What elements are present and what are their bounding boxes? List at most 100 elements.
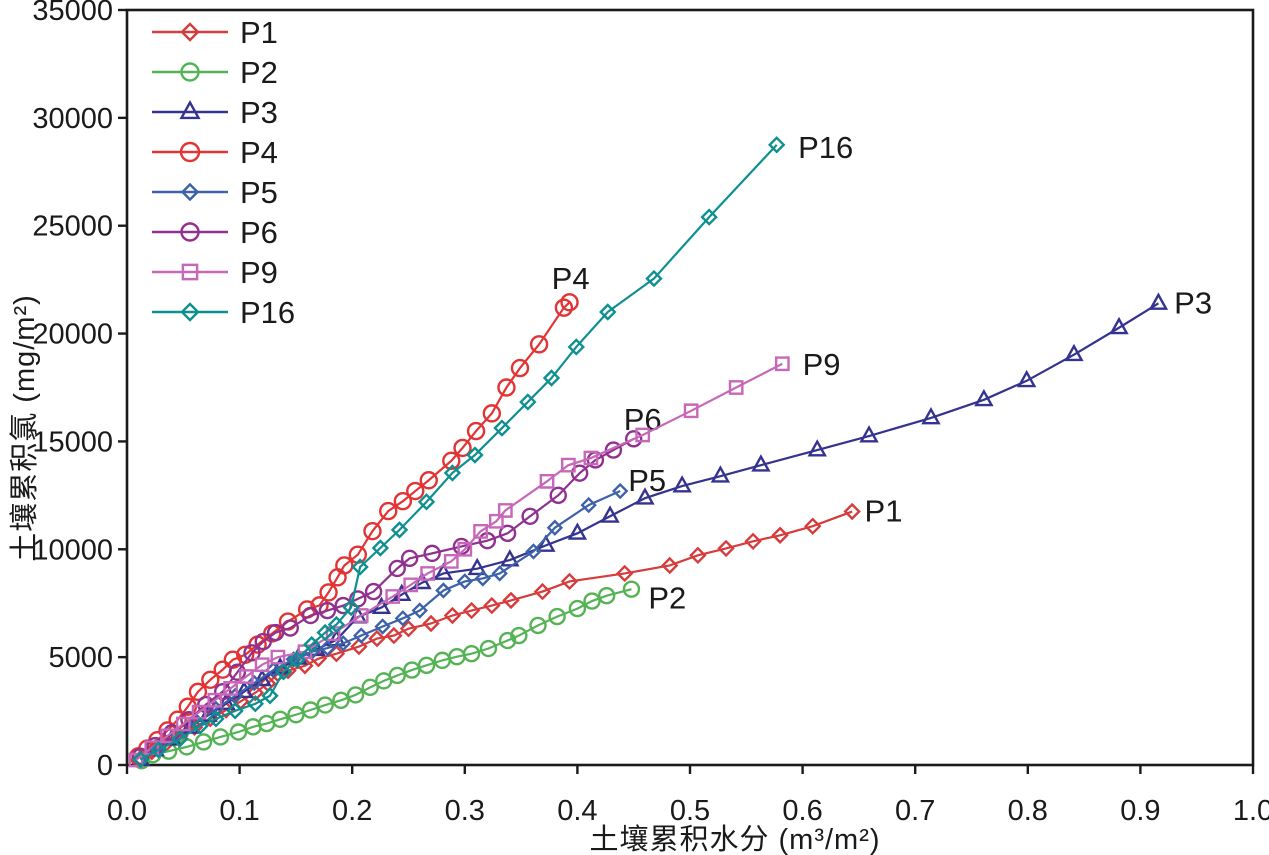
data-point-P1	[483, 596, 501, 615]
data-point-P5	[246, 674, 263, 692]
data-point-P6	[388, 559, 406, 578]
data-point-P16	[302, 635, 321, 654]
legend-marker-P2	[180, 62, 200, 82]
data-point-P9	[191, 704, 207, 720]
x-tick-label: 0.0	[107, 795, 147, 827]
data-point-P5	[474, 570, 492, 587]
data-point-P2	[583, 592, 601, 610]
series-P16: P16	[131, 130, 853, 769]
legend-item-P1: P1	[152, 15, 278, 50]
y-tick-label: 0	[97, 750, 113, 782]
data-point-P6	[243, 644, 261, 662]
data-point-P3	[1064, 343, 1084, 362]
data-point-P1	[246, 684, 265, 702]
data-point-P6	[281, 619, 299, 637]
legend-marker-P4	[179, 141, 201, 163]
data-point-P4	[363, 521, 382, 541]
data-point-P4	[510, 358, 530, 378]
data-point-P6	[570, 464, 589, 482]
data-point-P4	[529, 335, 549, 354]
x-tick-label: 0.6	[782, 795, 822, 827]
data-point-P16	[288, 651, 306, 669]
data-point-P16	[700, 208, 718, 226]
data-point-P3	[234, 680, 254, 699]
data-point-P16	[171, 730, 189, 748]
data-point-P16	[443, 464, 462, 482]
legend-label-P9: P9	[240, 255, 278, 290]
data-point-P3	[807, 439, 827, 457]
data-point-P2	[271, 710, 289, 728]
data-point-P9	[353, 608, 369, 623]
data-point-P3	[1148, 292, 1169, 310]
data-point-P1	[385, 626, 403, 645]
data-point-P2	[479, 639, 498, 658]
data-point-P2	[529, 616, 547, 635]
series-P3-line	[139, 302, 1159, 761]
series-label-P9: P9	[803, 347, 841, 382]
data-point-P3	[252, 668, 272, 687]
data-point-P9	[561, 457, 576, 473]
data-point-P2	[498, 631, 517, 650]
data-point-P16	[207, 710, 225, 728]
series-P6: P6	[131, 402, 662, 766]
series-label-P6: P6	[624, 402, 662, 437]
data-point-P6	[364, 582, 383, 601]
data-point-P16	[466, 446, 484, 464]
data-point-P16	[599, 303, 617, 321]
data-point-P6	[301, 606, 320, 625]
legend-label-P6: P6	[240, 215, 278, 250]
series-P9-line	[135, 362, 783, 761]
data-point-P16	[390, 521, 409, 539]
y-tick-label: 15000	[32, 426, 113, 458]
data-point-P3	[216, 692, 236, 710]
data-point-P1	[422, 614, 440, 633]
data-point-P5	[525, 543, 542, 560]
data-point-P16	[149, 741, 168, 759]
data-point-P6	[423, 544, 441, 563]
legend-item-P4: P4	[152, 135, 278, 170]
data-point-P9	[385, 589, 401, 604]
data-point-P16	[191, 717, 209, 735]
data-point-P4	[554, 298, 574, 317]
data-point-P3	[536, 534, 556, 552]
data-point-P9	[223, 681, 238, 696]
data-point-P9	[403, 577, 419, 593]
series-P5: P5	[132, 463, 666, 768]
data-point-P4	[466, 421, 486, 441]
data-point-P1	[279, 662, 297, 680]
data-point-P5	[456, 573, 473, 590]
series-label-P1: P1	[865, 493, 903, 528]
data-point-P3	[433, 562, 454, 580]
data-point-P16	[316, 623, 334, 642]
data-point-P9	[443, 553, 459, 569]
series-P9: P9	[128, 347, 841, 768]
data-point-P5	[580, 496, 597, 514]
data-point-P6	[318, 601, 337, 620]
data-point-P3	[567, 522, 588, 540]
data-point-P2	[510, 626, 528, 645]
data-point-P1	[368, 629, 386, 648]
legend-marker-P3	[179, 100, 201, 120]
data-point-P6	[228, 663, 247, 681]
x-tick-label: 1.0	[1233, 795, 1269, 827]
data-point-P1	[502, 591, 520, 610]
data-point-P2	[548, 607, 566, 626]
legend-label-P3: P3	[240, 95, 278, 130]
data-point-P1	[804, 517, 822, 535]
data-point-P1	[462, 601, 481, 620]
x-tick-label: 0.7	[895, 795, 935, 827]
legend-item-P16: P16	[152, 295, 295, 330]
data-point-P4	[379, 501, 398, 521]
data-point-P1	[615, 564, 634, 583]
data-point-P9	[207, 692, 223, 708]
series-P2: P2	[132, 580, 686, 770]
data-point-P6	[498, 524, 517, 543]
data-point-P9	[539, 473, 555, 489]
data-point-P1	[560, 572, 579, 591]
data-point-P1	[689, 546, 707, 565]
x-tick-label: 0.5	[670, 795, 710, 827]
data-point-P1	[717, 539, 735, 558]
data-point-P5	[411, 602, 428, 619]
legend-marker-P6	[180, 222, 200, 242]
series-P1: P1	[131, 493, 903, 768]
